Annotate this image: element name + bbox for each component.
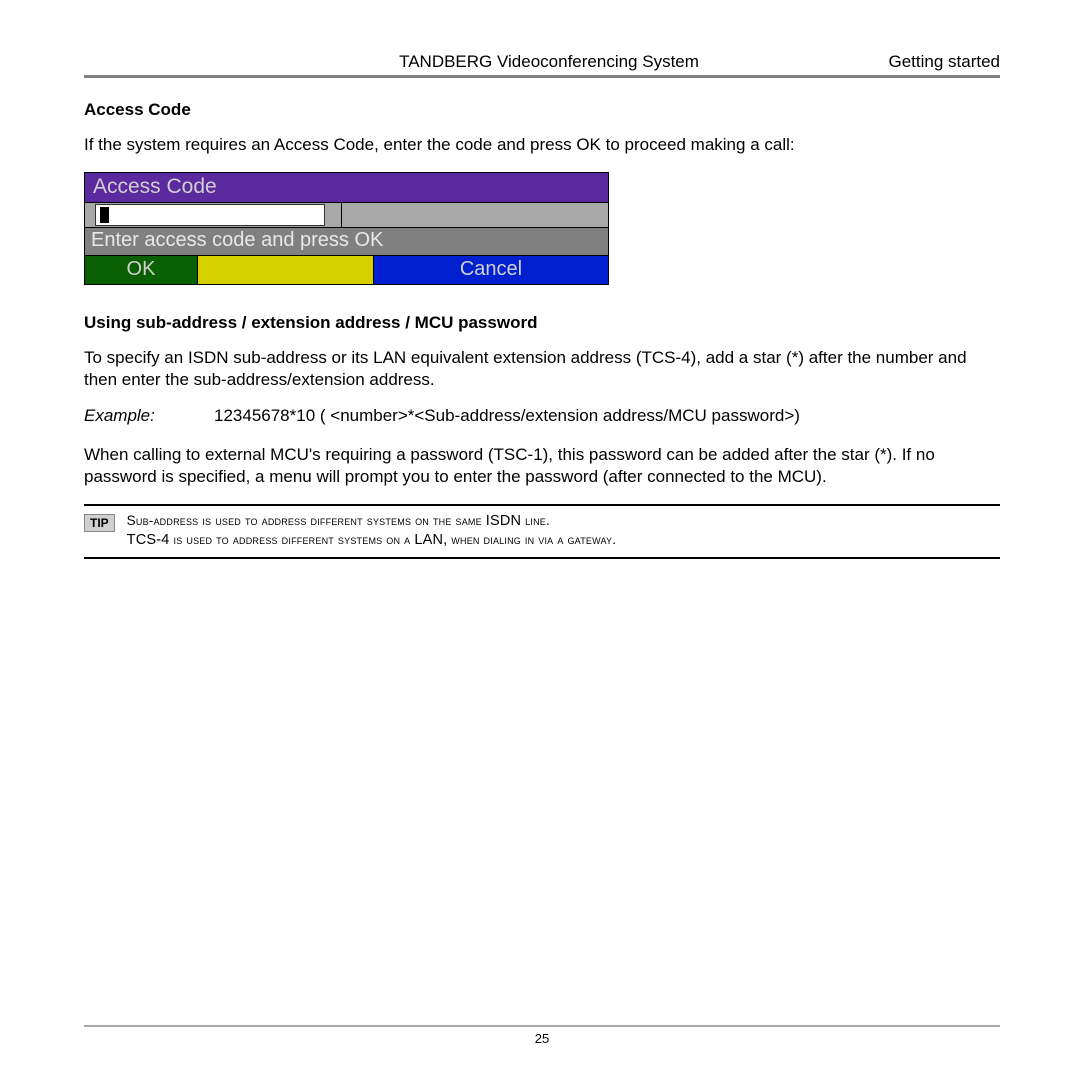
ok-button[interactable]: OK [85, 256, 198, 284]
tip-line2b: is used to address different systems on … [170, 532, 415, 547]
cancel-button[interactable]: Cancel [374, 256, 608, 284]
tip-line2a: TCS-4 [127, 532, 170, 548]
header-rule [84, 75, 1000, 78]
example-row: Example: 12345678*10 ( <number>*<Sub-add… [84, 406, 1000, 426]
dialog-title: Access Code [85, 173, 608, 203]
tip-line1b: ISDN [486, 513, 521, 529]
tip-line2d: when dialing in via a gateway. [447, 532, 616, 547]
section-subaddress-title: Using sub-address / extension address / … [84, 313, 1000, 333]
page-footer: 25 [84, 1025, 1000, 1046]
subaddress-para1: To specify an ISDN sub-address or its LA… [84, 347, 1000, 391]
dialog-input-row [85, 203, 608, 228]
middle-button[interactable] [198, 256, 374, 284]
page-header: TANDBERG Videoconferencing System Gettin… [298, 52, 1000, 74]
dialog-button-row: OK Cancel [85, 256, 608, 284]
tip-line2c: LAN, [414, 532, 447, 548]
dialog-prompt: Enter access code and press OK [85, 228, 608, 256]
tip-block: TIP Sub-address is used to address diffe… [84, 504, 1000, 559]
example-value: 12345678*10 ( <number>*<Sub-address/exte… [214, 406, 800, 426]
text-cursor [100, 207, 109, 223]
tip-text: Sub-address is used to address different… [127, 512, 617, 551]
tip-badge: TIP [84, 514, 115, 532]
dialog-input-cell [85, 203, 342, 227]
access-code-dialog: Access Code Enter access code and press … [84, 172, 609, 285]
header-right: Getting started [800, 52, 1000, 72]
example-label: Example: [84, 406, 214, 426]
access-code-input[interactable] [95, 204, 325, 226]
section-access-code-title: Access Code [84, 100, 1000, 120]
tip-line1c: line. [521, 513, 550, 528]
page-number: 25 [84, 1031, 1000, 1046]
dialog-input-spacer [342, 203, 608, 227]
section-access-code-intro: If the system requires an Access Code, e… [84, 134, 1000, 156]
tip-line1a: Sub-address is used to address different… [127, 513, 486, 528]
header-center: TANDBERG Videoconferencing System [298, 52, 800, 72]
subaddress-para2: When calling to external MCU's requiring… [84, 444, 1000, 488]
footer-rule [84, 1025, 1000, 1027]
